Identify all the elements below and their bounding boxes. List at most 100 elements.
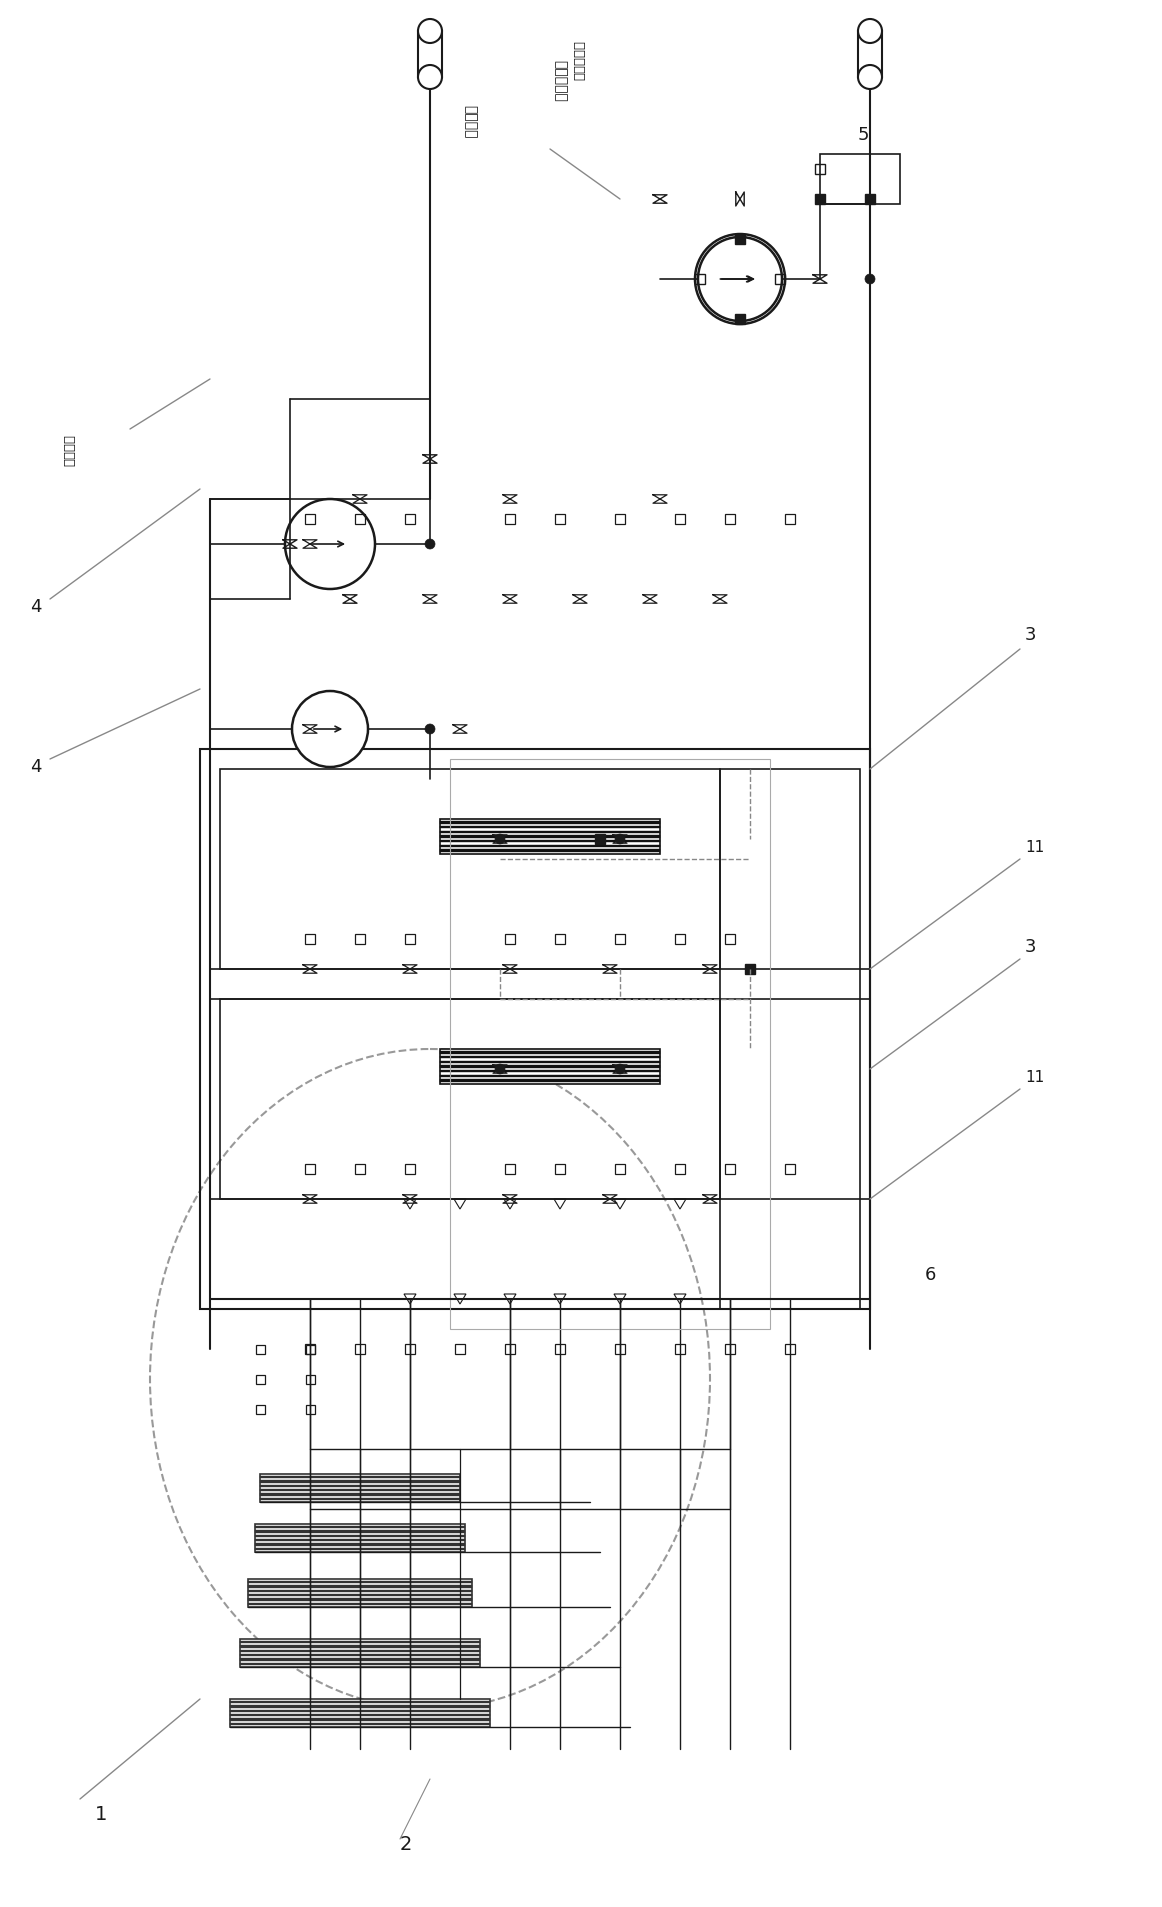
Bar xyxy=(230,1718,490,1720)
Bar xyxy=(736,235,745,244)
Bar xyxy=(815,195,825,204)
Text: 1: 1 xyxy=(95,1804,107,1823)
Bar xyxy=(248,1581,472,1583)
Bar xyxy=(356,1344,365,1354)
Circle shape xyxy=(615,835,625,845)
Bar xyxy=(505,1165,515,1175)
Bar xyxy=(304,1344,315,1354)
Bar xyxy=(725,934,736,944)
Bar xyxy=(720,770,860,1310)
Circle shape xyxy=(695,235,786,324)
Bar xyxy=(440,820,660,854)
Circle shape xyxy=(292,692,368,769)
Circle shape xyxy=(418,19,442,44)
Bar xyxy=(440,835,660,839)
Bar xyxy=(254,1524,465,1552)
Bar xyxy=(440,1053,660,1055)
Text: 2: 2 xyxy=(400,1835,413,1854)
Bar xyxy=(440,1060,660,1064)
Bar xyxy=(555,934,565,944)
Bar xyxy=(440,1056,660,1058)
Bar xyxy=(725,1165,736,1175)
Text: 反冲洗液体: 反冲洗液体 xyxy=(553,59,567,101)
Bar xyxy=(745,965,755,974)
Bar xyxy=(230,1722,490,1726)
Bar xyxy=(725,1344,736,1354)
Bar xyxy=(304,1165,315,1175)
Bar xyxy=(615,934,625,944)
Text: 11: 11 xyxy=(1025,1070,1045,1085)
Bar xyxy=(260,1493,460,1495)
Bar xyxy=(505,934,515,944)
Bar xyxy=(220,770,720,969)
Bar xyxy=(440,1049,660,1085)
Bar xyxy=(406,1165,415,1175)
Bar xyxy=(440,841,660,843)
Text: 4: 4 xyxy=(30,757,42,776)
Bar xyxy=(505,515,515,524)
Bar xyxy=(440,1066,660,1068)
Bar xyxy=(775,275,786,284)
Bar xyxy=(230,1705,490,1709)
Circle shape xyxy=(425,725,435,734)
Text: 压缩气体: 压缩气体 xyxy=(462,105,476,139)
Bar xyxy=(241,1659,480,1661)
Bar xyxy=(241,1642,480,1644)
Bar xyxy=(440,851,660,852)
Bar xyxy=(555,1165,565,1175)
Bar xyxy=(230,1699,490,1728)
Bar xyxy=(254,1539,465,1541)
Bar xyxy=(356,515,365,524)
Text: 3: 3 xyxy=(1025,625,1037,645)
Bar xyxy=(615,1344,625,1354)
Bar xyxy=(241,1663,480,1665)
Bar xyxy=(555,515,565,524)
Circle shape xyxy=(858,67,882,90)
Bar xyxy=(440,1076,660,1077)
Bar xyxy=(260,1497,460,1501)
Bar xyxy=(595,835,605,845)
Bar xyxy=(456,1344,465,1354)
Bar xyxy=(248,1598,472,1600)
Bar xyxy=(230,1711,490,1712)
Bar xyxy=(304,515,315,524)
Bar xyxy=(230,1701,490,1703)
Circle shape xyxy=(698,238,782,322)
Bar xyxy=(256,1344,265,1354)
Bar xyxy=(555,1344,565,1354)
Bar xyxy=(248,1585,472,1589)
Bar xyxy=(248,1594,472,1596)
Bar xyxy=(505,1344,515,1354)
Bar xyxy=(356,1165,365,1175)
Bar xyxy=(306,1375,315,1384)
Circle shape xyxy=(285,500,375,589)
Bar xyxy=(406,1344,415,1354)
Text: 反冲洗液体: 反冲洗液体 xyxy=(574,40,587,80)
Bar xyxy=(248,1604,472,1606)
Bar xyxy=(230,1714,490,1716)
Bar xyxy=(220,999,720,1200)
Bar xyxy=(695,275,705,284)
Bar xyxy=(256,1375,265,1384)
Text: 压缩气体: 压缩气体 xyxy=(64,433,77,465)
Bar xyxy=(418,32,442,78)
Bar xyxy=(440,1070,660,1074)
Text: 4: 4 xyxy=(30,597,42,616)
Bar xyxy=(786,515,795,524)
Bar xyxy=(241,1650,480,1651)
Bar xyxy=(254,1548,465,1550)
Bar xyxy=(820,154,901,204)
Text: 5: 5 xyxy=(858,126,869,143)
Bar xyxy=(254,1535,465,1537)
Bar xyxy=(356,934,365,944)
Bar xyxy=(815,164,825,175)
Bar xyxy=(675,1165,686,1175)
Circle shape xyxy=(865,275,875,284)
Bar xyxy=(440,1079,660,1081)
Circle shape xyxy=(495,835,505,845)
Bar xyxy=(254,1526,465,1529)
Bar xyxy=(260,1474,460,1503)
Bar xyxy=(865,195,875,204)
Bar xyxy=(675,934,686,944)
Bar xyxy=(256,1405,265,1413)
